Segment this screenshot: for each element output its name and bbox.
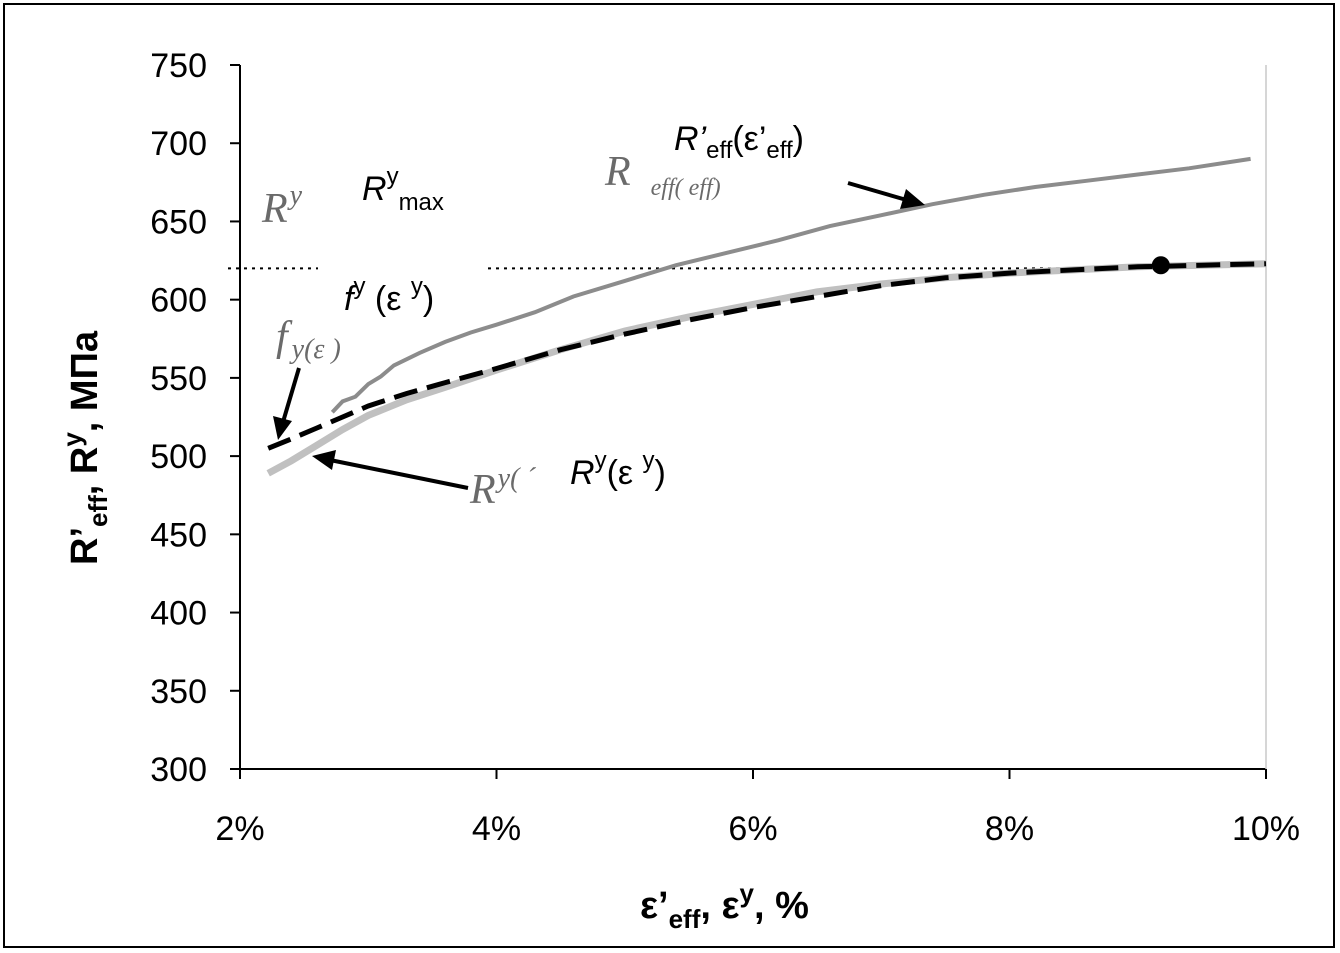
y-tick-label: 600 [150,282,207,320]
chart-frame [3,3,1335,948]
y-tick-label: 400 [150,595,207,633]
y-tick-label: 750 [150,47,207,85]
y-tick-label: 550 [150,360,207,398]
ghost-label-f-y: f y(ε ) [276,314,341,365]
ghost-label-r-max: Ry [261,180,303,232]
y-tick-label: 700 [150,125,207,163]
arrow-r-eff [847,181,911,203]
y-axis-title: R’eff, Ry, МПа [57,330,113,565]
annotation-r-max: Rymax [362,163,444,216]
x-ticks: 2% 4% 6% 8% 10% [215,769,1300,848]
arrow-f-y [281,367,301,423]
annotation-r-y: Ry(ε y) [570,447,666,492]
y-tick-label: 650 [150,203,207,241]
ghost-label-r-y: Ry( ´ [469,463,536,513]
arrow-r-y-head [312,450,336,470]
x-axis-title: ε’eff, εy, % [640,878,809,934]
series-r-eff-line [330,156,1251,414]
y-tick-label: 300 [150,751,207,789]
x-tick-label: 10% [1232,810,1300,848]
y-tick-label: 450 [150,516,207,554]
arrow-f-y-head [273,416,292,440]
r-max-marker-point [1151,256,1170,275]
annotation-r-eff: R’eff(ε’eff) [674,120,804,164]
x-tick-label: 6% [728,810,777,848]
y-tick-label: 350 [150,673,207,711]
y-ticks: 300 350 400 450 500 550 600 650 700 750 [150,47,240,789]
annotation-f-y: fy (ε y) [344,273,434,318]
arrow-r-y [329,458,469,490]
x-tick-label: 8% [985,810,1034,848]
x-tick-label: 2% [215,810,264,848]
y-tick-label: 500 [150,438,207,476]
x-tick-label: 4% [472,810,521,848]
series-f-y-line [267,261,1267,451]
arrow-r-eff-head [900,189,925,209]
